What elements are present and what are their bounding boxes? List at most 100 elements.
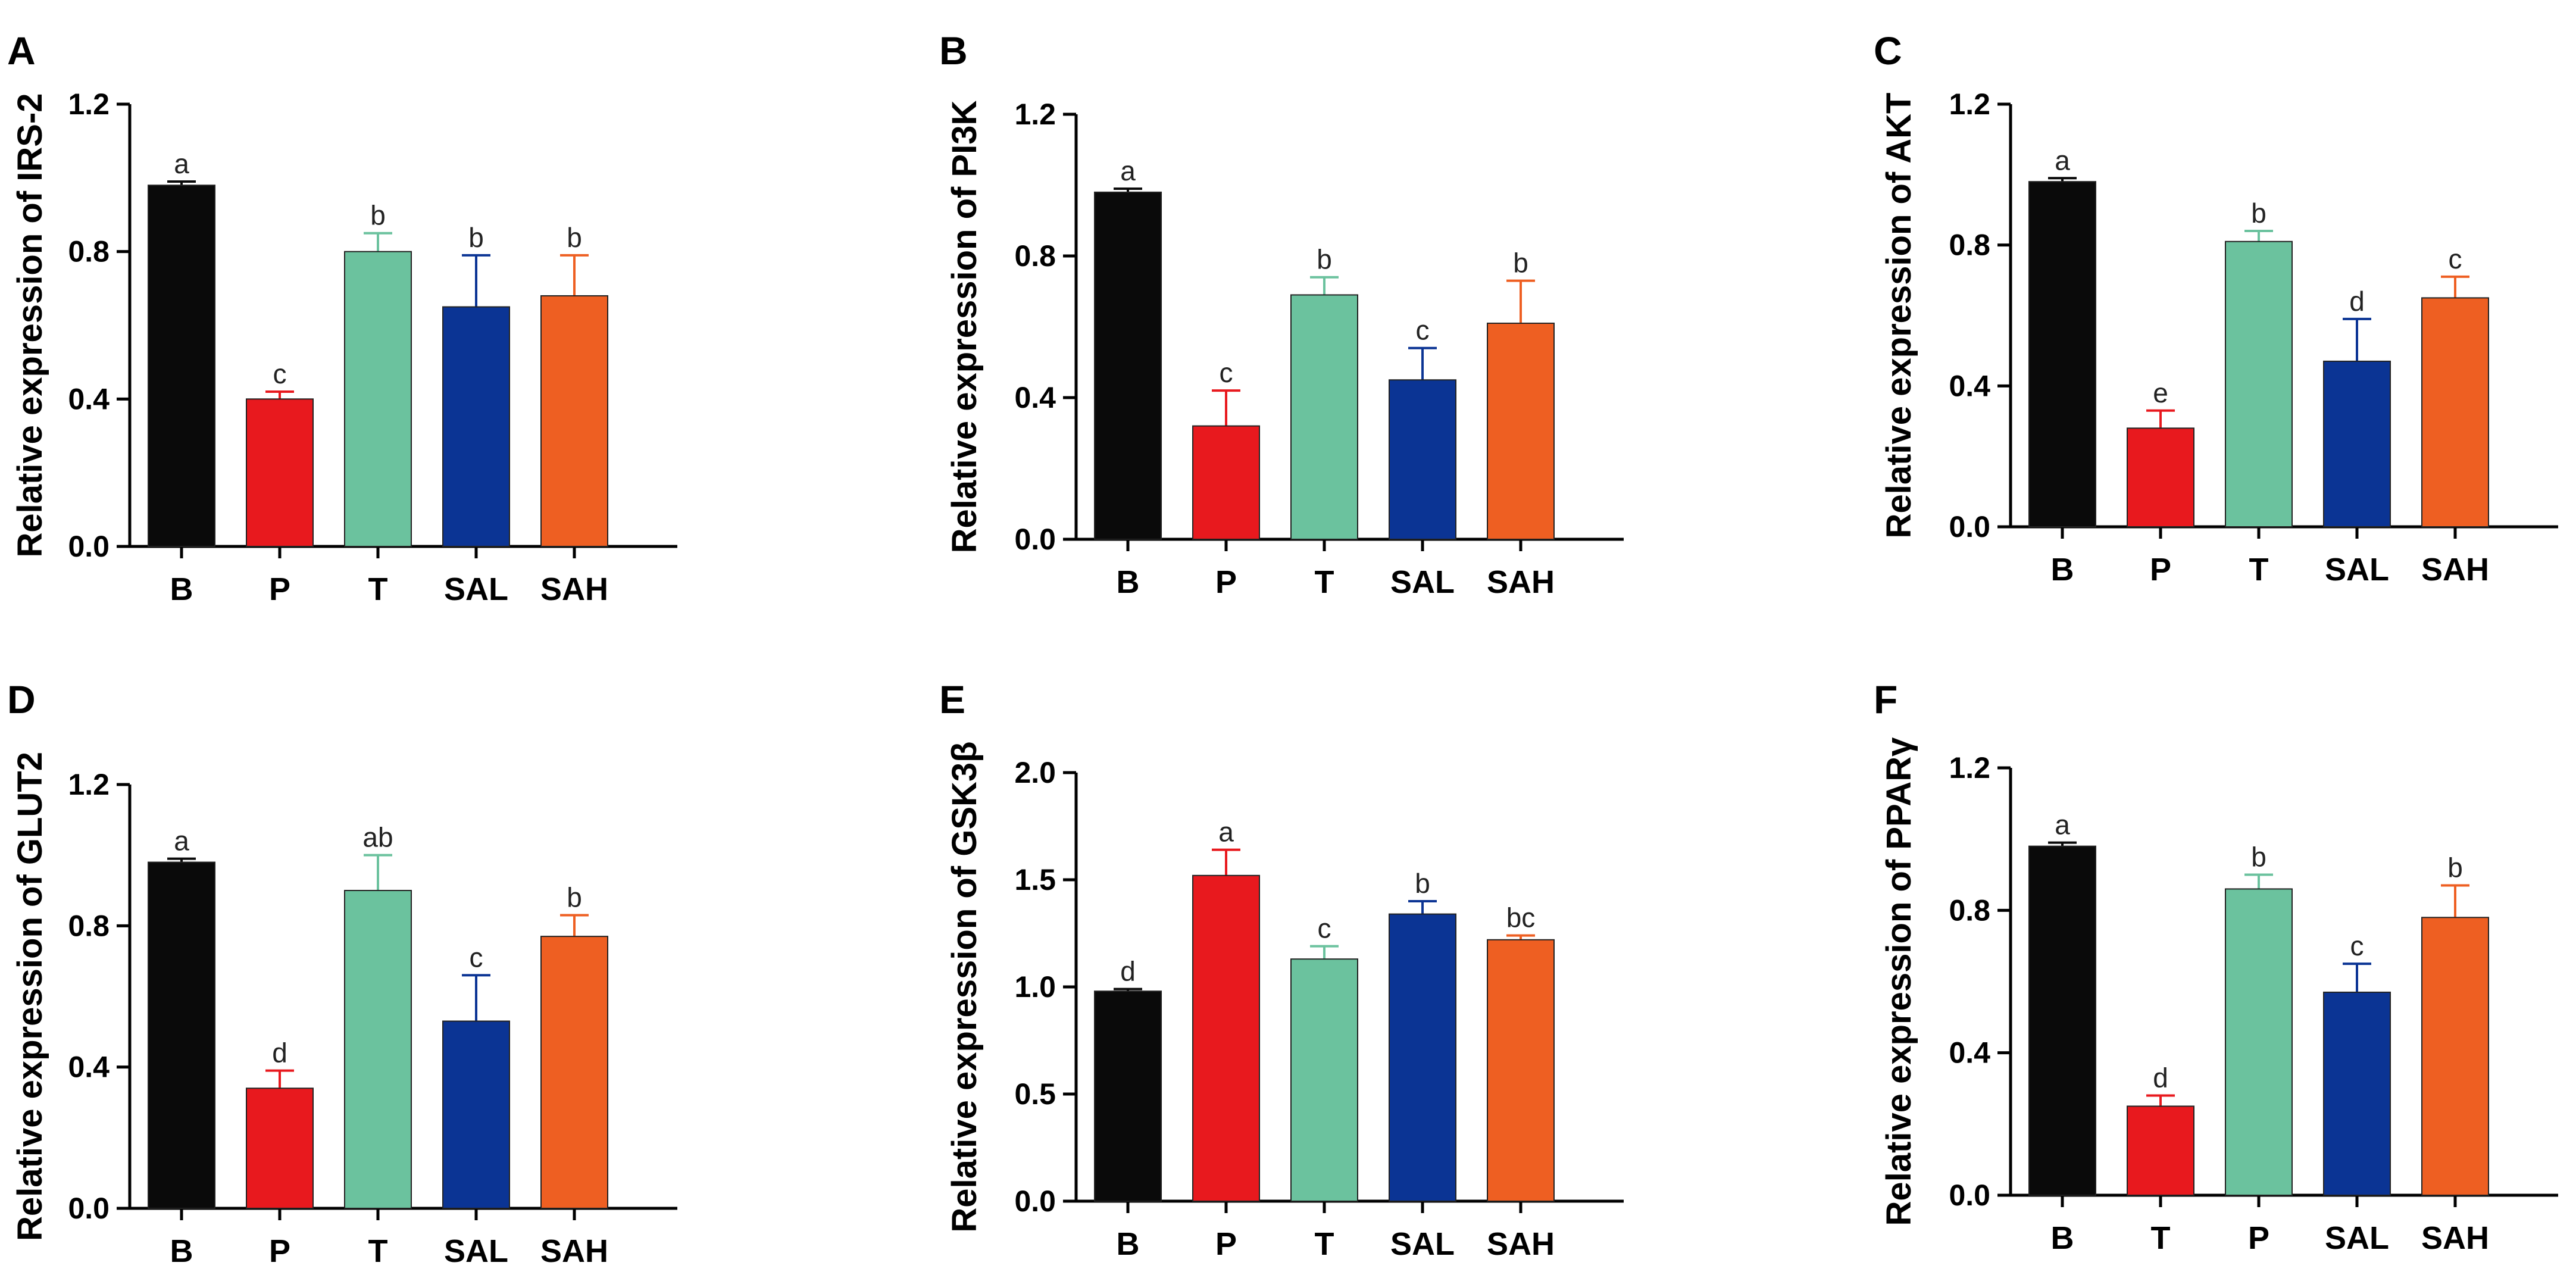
x-tick-label-sal: SAL xyxy=(444,571,508,607)
bar-t xyxy=(344,890,412,1209)
y-tick-label: 1.2 xyxy=(1949,751,1990,785)
y-tick-label: 0.5 xyxy=(1014,1077,1056,1111)
bar-b xyxy=(2028,181,2096,527)
significance-letter-b: a xyxy=(2055,810,2070,840)
x-tick-label-p: P xyxy=(2248,1220,2269,1256)
panel-a: A Relative expression of IRS-2 0.0 0.4 0.8 1.… xyxy=(7,29,677,607)
panel-d: D Relative expression of GLUT2 0.0 0.4 0.8 1.… xyxy=(7,677,677,1269)
panel-label: B xyxy=(939,29,968,73)
bar-b xyxy=(148,861,215,1209)
significance-letter-b: a xyxy=(2055,145,2070,176)
significance-letter-sah: c xyxy=(2449,243,2462,274)
significance-letter-sal: c xyxy=(2350,930,2364,961)
x-tick-label-sah: SAH xyxy=(540,1233,608,1269)
x-tick-label-t: T xyxy=(1315,1226,1334,1262)
y-tick-label: 0.0 xyxy=(1949,1179,1990,1212)
bar-sah xyxy=(2421,297,2489,527)
y-tick-label: 0.0 xyxy=(1014,1185,1056,1218)
significance-letter-sal: b xyxy=(468,222,484,253)
y-tick-label: 0.4 xyxy=(68,382,110,415)
y-axis-label: Relative expression of PI3K xyxy=(945,101,984,554)
x-tick-label-sah: SAH xyxy=(1487,1226,1555,1262)
y-tick-label: 0.4 xyxy=(1949,1036,1990,1070)
significance-letter-t: b xyxy=(370,200,386,231)
bar-b xyxy=(148,185,215,547)
significance-letter-sah: b xyxy=(567,882,582,913)
x-tick-label-sal: SAL xyxy=(2325,1220,2389,1256)
x-tick-label-sah: SAH xyxy=(2421,1220,2489,1256)
y-tick-label: 0.8 xyxy=(68,909,110,942)
panel-f: F Relative expression of PPARγ 0.0 0.4 0.8 1.… xyxy=(1874,677,2558,1256)
significance-letter-p: c xyxy=(1220,357,1233,388)
x-tick-label-b: B xyxy=(2051,1220,2074,1256)
significance-letter-sal: c xyxy=(470,942,483,973)
y-tick-label: 0.4 xyxy=(1014,381,1056,414)
x-tick-label-p: P xyxy=(269,1233,290,1269)
bar-sah xyxy=(540,936,608,1209)
x-tick-label-t: T xyxy=(2151,1220,2171,1256)
y-tick-label: 1.2 xyxy=(68,768,110,801)
y-tick-label: 0.0 xyxy=(68,1192,110,1225)
y-tick-label: 2.0 xyxy=(1014,756,1056,789)
significance-letter-p: a xyxy=(1218,817,1234,848)
significance-letter-sah: b xyxy=(567,222,582,253)
y-axis-label: Relative expression of GLUT2 xyxy=(11,752,49,1241)
significance-letter-sal: d xyxy=(2349,286,2365,317)
significance-letter-b: a xyxy=(174,148,189,179)
significance-letter-p: b xyxy=(2251,842,2266,873)
bar-sal xyxy=(2323,991,2391,1196)
x-tick-label-p: P xyxy=(269,571,290,607)
x-tick-label-t: T xyxy=(368,1233,388,1269)
significance-letter-p: e xyxy=(2153,377,2168,408)
y-tick-label: 1.5 xyxy=(1014,863,1056,896)
x-tick-label-sah: SAH xyxy=(1487,564,1555,600)
bar-t xyxy=(1290,294,1358,540)
x-tick-label-sah: SAH xyxy=(2421,552,2489,588)
x-tick-label-p: P xyxy=(1215,564,1237,600)
x-tick-label-p: P xyxy=(1215,1226,1237,1262)
x-tick-label-b: B xyxy=(1117,564,1140,600)
panel-label: A xyxy=(7,29,36,73)
y-tick-label: 1.2 xyxy=(1014,98,1056,131)
y-tick-label: 0.0 xyxy=(1949,510,1990,543)
panel-label: F xyxy=(1874,677,1897,721)
bar-t xyxy=(2225,240,2293,527)
x-tick-label-sal: SAL xyxy=(1390,564,1455,600)
y-tick-label: 1.0 xyxy=(1014,970,1056,1004)
significance-letter-sal: c xyxy=(1416,315,1430,346)
x-tick-label-sal: SAL xyxy=(2325,552,2389,588)
y-tick-label: 0.8 xyxy=(1014,239,1056,273)
significance-letter-p: d xyxy=(272,1038,287,1068)
bar-sah xyxy=(1487,323,1555,540)
bar-p xyxy=(1192,425,1260,540)
bar-p xyxy=(2225,888,2293,1196)
bar-p xyxy=(1192,874,1260,1202)
bar-b xyxy=(2028,845,2096,1196)
bar-sal xyxy=(1389,379,1456,540)
bar-sal xyxy=(442,306,510,548)
y-tick-label: 0.4 xyxy=(68,1051,110,1084)
bar-t xyxy=(2127,1105,2194,1196)
x-tick-label-sal: SAL xyxy=(1390,1226,1455,1262)
y-tick-label: 0.8 xyxy=(1949,229,1990,262)
bar-sal xyxy=(1389,913,1456,1202)
bar-sal xyxy=(442,1020,510,1209)
bar-sah xyxy=(2421,917,2489,1196)
significance-letter-sah: bc xyxy=(1506,902,1536,933)
significance-letter-t: b xyxy=(1317,244,1332,275)
bar-sah xyxy=(1487,939,1555,1202)
y-axis-label: Relative expression of GSK3β xyxy=(945,741,984,1232)
x-tick-label-t: T xyxy=(368,571,388,607)
significance-letter-b: a xyxy=(174,826,189,857)
bar-p xyxy=(246,1088,314,1210)
significance-letter-sah: b xyxy=(2447,852,2463,883)
panel-b: B Relative expression of PI3K 0.0 0.4 0.8 1.2… xyxy=(939,29,1624,600)
y-tick-label: 1.2 xyxy=(1949,88,1990,121)
bar-p xyxy=(246,398,314,547)
bar-p xyxy=(2127,427,2194,527)
y-axis-label: Relative expression of IRS-2 xyxy=(11,93,49,557)
y-axis-label: Relative expression of AKT xyxy=(1880,93,1918,539)
y-tick-label: 0.4 xyxy=(1949,369,1990,402)
bar-sah xyxy=(540,295,608,547)
